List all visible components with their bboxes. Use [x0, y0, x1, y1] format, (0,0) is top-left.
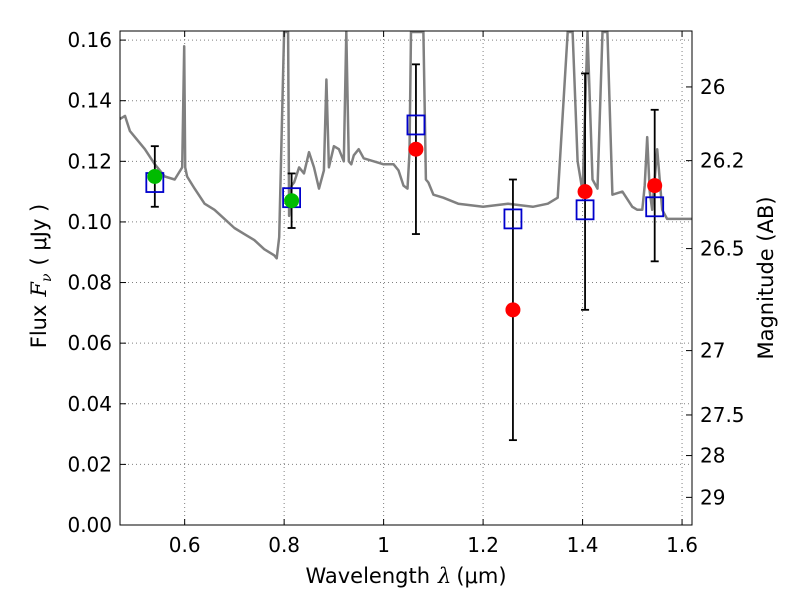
y2-tick-label: 28 — [700, 444, 725, 468]
x-tick-label: 1 — [377, 533, 390, 557]
y-tick-label: 0.10 — [67, 210, 112, 234]
y-tick-label: 0.04 — [67, 392, 112, 416]
model-square-marker — [645, 196, 665, 218]
y2-tick-label: 26.5 — [700, 237, 745, 261]
y2-tick-label: 26 — [700, 75, 725, 99]
green-circle-marker — [147, 168, 163, 184]
red-circle-marker — [408, 141, 424, 157]
y-axis-label-subscript: ν — [39, 273, 55, 282]
x-tick-label: 1.2 — [467, 533, 499, 557]
y-axis-label-unit: ( μJy ) — [27, 204, 51, 266]
model-square-marker — [406, 114, 426, 136]
y-tick-label: 0.00 — [67, 513, 112, 537]
y2-tick-label: 27 — [700, 339, 725, 363]
y-axis-label-symbol: F — [27, 281, 51, 298]
spectrum-line — [119, 30, 692, 260]
x-axis-label-text: Wavelength — [305, 564, 430, 588]
y-tick-label: 0.16 — [67, 28, 112, 52]
grid-layer — [120, 31, 692, 526]
y-tick-label: 0.02 — [67, 452, 112, 476]
y2-axis-label: Magnitude (AB) — [754, 196, 778, 359]
x-tick-label: 1.4 — [567, 533, 599, 557]
red-circle-marker — [647, 178, 663, 194]
y-tick-label: 0.06 — [67, 331, 112, 355]
x-axis-label-symbol: λ — [437, 564, 451, 588]
x-tick-label: 0.8 — [268, 533, 300, 557]
spectrum-layer — [119, 30, 692, 260]
x-tick-label: 1.6 — [666, 533, 698, 557]
x-tick-label: 0.6 — [169, 533, 201, 557]
y-tick-label: 0.08 — [67, 271, 112, 295]
marker-layer — [145, 114, 665, 318]
y-tick-label: 0.14 — [67, 89, 112, 113]
model-square-marker — [575, 199, 595, 221]
model-square-marker — [503, 208, 523, 230]
x-axis-label-unit: (μm) — [456, 564, 506, 588]
tick-layer: 0.6 0.8 1 1.2 1.4 1.6 0.00 0.02 0.04 0.06 0.08 0.10… — [67, 28, 744, 557]
red-circle-marker — [577, 184, 593, 200]
x-axis-label: Wavelength λ (μm) — [305, 564, 506, 588]
red-circle-marker — [505, 302, 521, 318]
y-axis-label: Flux Fν ( μJy ) — [27, 204, 55, 348]
y-axis-label-prefix: Flux — [27, 305, 51, 349]
y-tick-label: 0.12 — [67, 149, 112, 173]
plot-frame — [119, 30, 693, 526]
y2-tick-label: 27.5 — [700, 403, 745, 427]
y2-tick-label: 29 — [700, 485, 725, 509]
green-circle-marker — [284, 193, 300, 209]
y2-tick-label: 26.2 — [700, 149, 745, 173]
